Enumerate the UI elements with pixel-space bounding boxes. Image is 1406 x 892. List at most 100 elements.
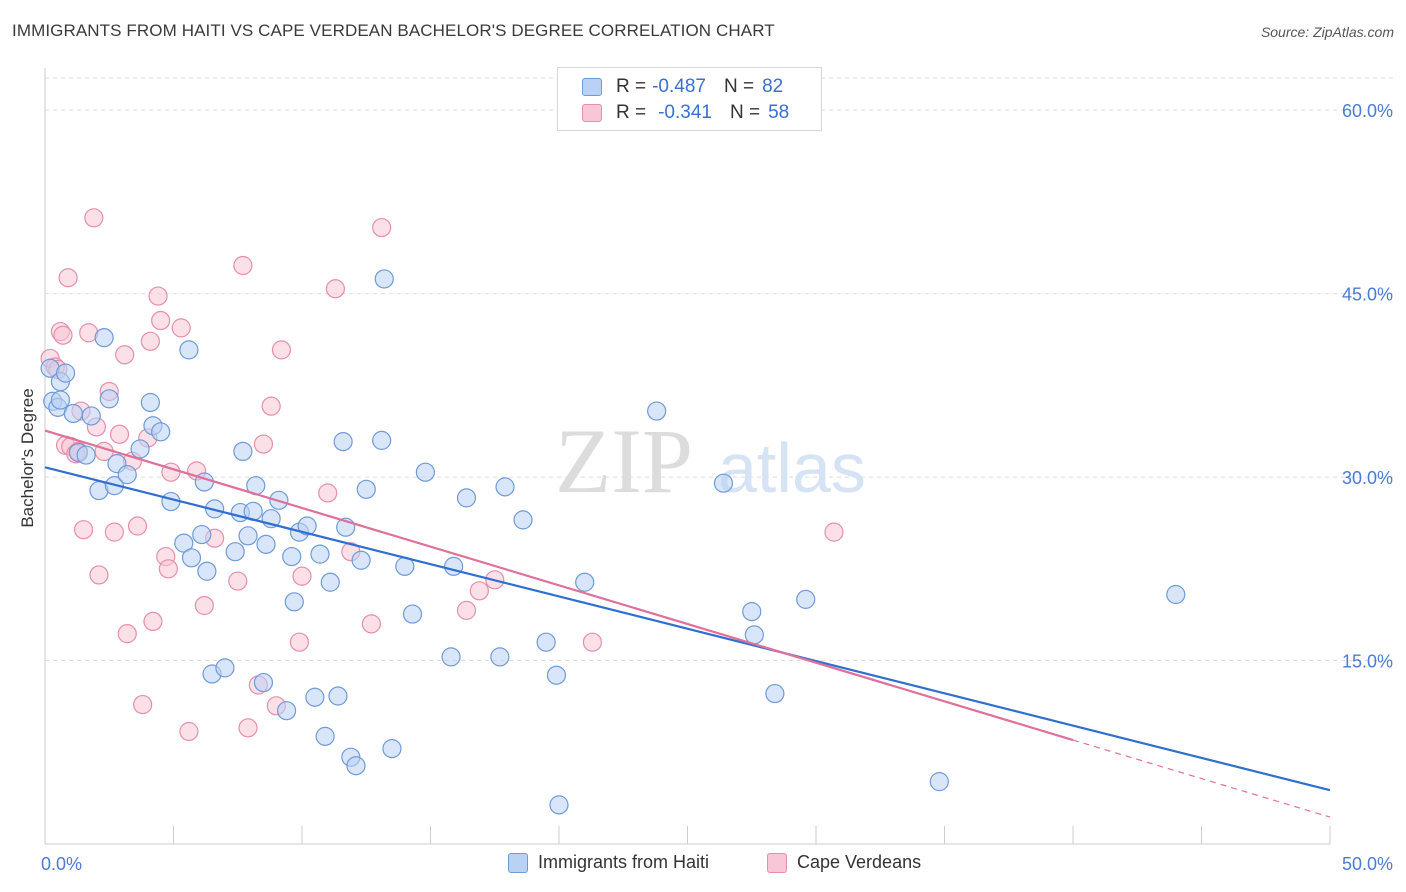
cape-verdeans-point — [115, 345, 135, 365]
haiti-point — [402, 604, 423, 624]
haiti-point — [76, 445, 96, 465]
haiti-point — [929, 772, 949, 792]
legend-row-haiti: R = -0.487 N = 82 — [582, 74, 783, 100]
haiti-point — [130, 439, 150, 459]
y-tick-label: 60.0% — [1342, 101, 1393, 121]
cape-verdeans-point — [318, 483, 338, 503]
cape-verdeans-point — [228, 571, 248, 591]
haiti-point — [297, 516, 317, 536]
cape-verdeans-point — [361, 614, 381, 634]
cape-trend-line — [44, 429, 1074, 742]
haiti-point — [315, 726, 335, 746]
haiti-point — [140, 392, 160, 413]
haiti-point — [50, 390, 71, 410]
haiti-point — [372, 430, 392, 450]
cape-verdeans-point — [127, 516, 148, 536]
haiti-point — [238, 526, 258, 546]
haiti-trend-line — [44, 466, 1331, 792]
haiti-point — [647, 401, 667, 421]
cape-verdeans-point — [824, 522, 844, 542]
haiti-point — [276, 701, 297, 721]
legend-n-label: N = — [729, 102, 761, 123]
legend-swatch-haiti — [582, 78, 602, 96]
cape-verdeans-point — [271, 340, 292, 360]
haiti-point — [55, 363, 76, 383]
cape-verdeans-point — [148, 286, 168, 306]
haiti-point — [1166, 584, 1186, 605]
cape-verdeans-point — [158, 559, 178, 579]
y-tick-label: 30.0% — [1342, 468, 1393, 488]
haiti-point — [765, 683, 785, 704]
haiti-point — [415, 462, 435, 482]
watermark-zip: ZIP — [555, 410, 693, 512]
haiti-point — [546, 665, 567, 685]
series-legend: Immigrants from Haiti Cape Verdeans — [0, 852, 1406, 878]
cape-verdeans-point — [194, 595, 214, 616]
correlation-legend: R = -0.487 N = 82 R = -0.341 N = 58 — [557, 67, 822, 131]
haiti-point — [310, 544, 330, 564]
chart-title: IMMIGRANTS FROM HAITI VS CAPE VERDEAN BA… — [12, 21, 775, 40]
haiti-point — [742, 602, 762, 622]
haiti-point — [374, 269, 394, 289]
cape-verdeans-point — [456, 600, 477, 620]
haiti-point — [346, 756, 366, 776]
haiti-point — [713, 473, 734, 493]
haiti-point — [181, 548, 202, 568]
cape-verdeans-point — [372, 217, 392, 238]
legend-r-label: R = — [616, 102, 647, 123]
haiti-point — [328, 686, 348, 706]
haiti-point — [94, 328, 114, 348]
chart-source: Source: ZipAtlas.com — [1260, 24, 1394, 40]
cape-verdeans-point — [171, 318, 191, 338]
tick-labels: 15.0% 30.0% 45.0% 60.0% 0.0% 50.0% — [41, 101, 1393, 874]
haiti-point — [117, 465, 137, 485]
cape-verdeans-point — [253, 434, 274, 454]
grid-lines — [45, 77, 1395, 662]
cape-verdeans-point — [238, 718, 258, 738]
legend-r-value: -0.341 — [658, 102, 712, 123]
x-tick-label: 50.0% — [1342, 854, 1393, 874]
watermark: ZIP atlas — [555, 410, 866, 512]
haiti-point — [796, 589, 816, 609]
legend-row-cape: R = -0.341 N = 58 — [582, 100, 789, 126]
cape-verdeans-point — [582, 632, 603, 652]
cape-verdeans-point — [104, 522, 124, 542]
legend-r-value: -0.487 — [652, 76, 706, 97]
haiti-point — [81, 406, 101, 426]
cape-verdeans-point — [58, 268, 78, 288]
haiti-point — [575, 572, 595, 592]
legend-swatch-cape — [582, 104, 602, 122]
x-tick-label: 0.0% — [41, 854, 82, 874]
cape-verdeans-point — [469, 581, 489, 601]
haiti-point — [513, 510, 533, 530]
haiti-point — [215, 658, 235, 678]
haiti-point — [284, 592, 304, 612]
haiti-point — [256, 534, 276, 554]
legend-n-label: N = — [723, 76, 755, 97]
haiti-point — [490, 647, 510, 667]
cape-verdeans-point — [325, 279, 346, 299]
legend-n-value: 58 — [768, 102, 790, 123]
cape-verdeans-point — [89, 565, 109, 585]
haiti-point — [382, 739, 402, 759]
legend-n-value: 82 — [762, 76, 784, 97]
haiti-point — [63, 403, 83, 424]
legend-label-cape: Cape Verdeans — [797, 852, 922, 872]
haiti-point — [549, 795, 569, 815]
haiti-point — [351, 550, 371, 570]
haiti-point — [197, 561, 217, 581]
cape-verdeans-point — [140, 331, 160, 351]
legend-item-haiti[interactable]: Immigrants from Haiti — [508, 852, 709, 873]
cape-verdeans-point — [133, 694, 153, 715]
legend-item-cape[interactable]: Cape Verdeans — [767, 852, 921, 873]
trend-lines — [44, 429, 1331, 818]
cape-verdeans-point — [292, 566, 312, 586]
haiti-point — [179, 340, 199, 360]
y-tick-label: 15.0% — [1342, 652, 1393, 672]
haiti-point — [282, 546, 302, 567]
cape-verdeans-point — [233, 255, 253, 276]
haiti-point — [233, 441, 253, 462]
axes — [44, 68, 1331, 845]
haiti-point — [456, 488, 477, 508]
